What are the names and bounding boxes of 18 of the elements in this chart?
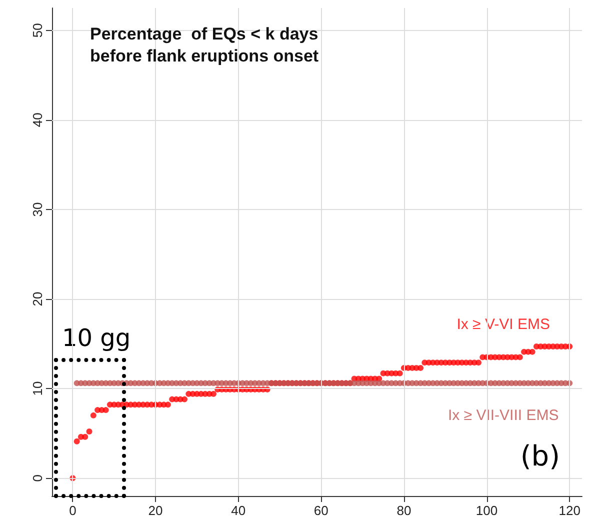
series-label: Ix ≥ VII-VIII EMS [448, 407, 559, 424]
x-tick-label: 80 [396, 503, 412, 518]
series-label: Ix ≥ V-VI EMS [456, 316, 550, 334]
annotation: (b) [520, 440, 560, 472]
y-tick-label: 10 [30, 381, 45, 396]
x-tick-label: 120 [558, 503, 580, 518]
y-tick-label: 30 [30, 202, 45, 217]
x-tick-label: 60 [314, 503, 328, 518]
text: Percentage of EQs < k days before flank eruptions onset [90, 24, 319, 66]
x-tick-label: 20 [148, 503, 163, 518]
y-tick-label: 20 [30, 292, 45, 306]
x-tick-label: 100 [476, 503, 498, 518]
x-tick-label: 40 [231, 503, 246, 518]
y-tick-label: 0 [30, 474, 45, 482]
annotation: 10 gg [62, 324, 131, 352]
y-tick-label: 50 [30, 23, 45, 38]
y-tick-label: 40 [30, 112, 45, 128]
x-tick-label: 0 [69, 503, 76, 518]
